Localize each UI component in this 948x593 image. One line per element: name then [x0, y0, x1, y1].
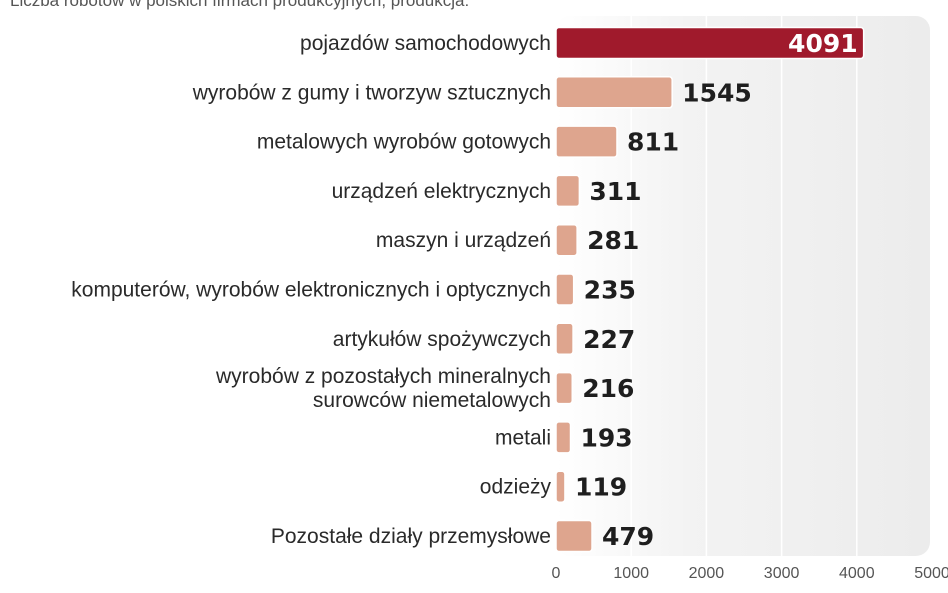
bar — [555, 470, 566, 503]
x-tick-label: 4000 — [839, 565, 875, 582]
bar — [555, 519, 593, 553]
value-label: 193 — [581, 423, 633, 452]
category-label: komputerów, wyrobów elektronicznych i op… — [71, 279, 551, 302]
category-label: artykułów spożywczych — [333, 328, 551, 351]
value-label: 811 — [627, 128, 679, 157]
bar — [555, 223, 578, 257]
value-label: 1545 — [682, 78, 752, 107]
bar — [555, 76, 673, 109]
category-label: odzieży — [480, 476, 552, 499]
bar — [555, 174, 581, 208]
category-label: wyrobów z gumy i tworzyw sztucznych — [192, 81, 551, 104]
x-tick-label: 2000 — [689, 565, 725, 582]
category-label: wyrobów z pozostałych mineralnych surowcó… — [215, 365, 551, 412]
plot-area — [556, 16, 930, 556]
category-label: pojazdów samochodowych — [300, 32, 551, 55]
bar — [555, 26, 865, 60]
value-label: 216 — [582, 374, 634, 403]
bar — [555, 371, 573, 405]
value-label: 227 — [583, 325, 635, 354]
category-label: Pozostałe działy przemysłowe — [271, 525, 551, 548]
chart-subtitle: Liczba robotów w polskich firmach produk… — [10, 0, 470, 10]
x-tick-label: 3000 — [764, 565, 800, 582]
category-label: urządzeń elektrycznych — [332, 180, 551, 203]
value-label: 311 — [589, 177, 641, 206]
bar — [555, 421, 572, 454]
bar — [555, 125, 618, 158]
category-label: metali — [495, 426, 551, 449]
value-label: 281 — [587, 226, 639, 255]
value-label: 119 — [575, 473, 627, 502]
x-tick-label: 5000 — [914, 565, 948, 582]
x-tick-label: 0 — [552, 565, 561, 582]
bar — [555, 273, 575, 306]
category-label: metalowych wyrobów gotowych — [257, 131, 551, 154]
value-label: 479 — [602, 522, 654, 551]
category-label: maszyn i urządzeń — [376, 229, 551, 252]
bar — [555, 322, 574, 356]
value-label: 235 — [584, 276, 636, 305]
value-label: 4091 — [788, 29, 858, 58]
x-tick-label: 1000 — [613, 565, 649, 582]
